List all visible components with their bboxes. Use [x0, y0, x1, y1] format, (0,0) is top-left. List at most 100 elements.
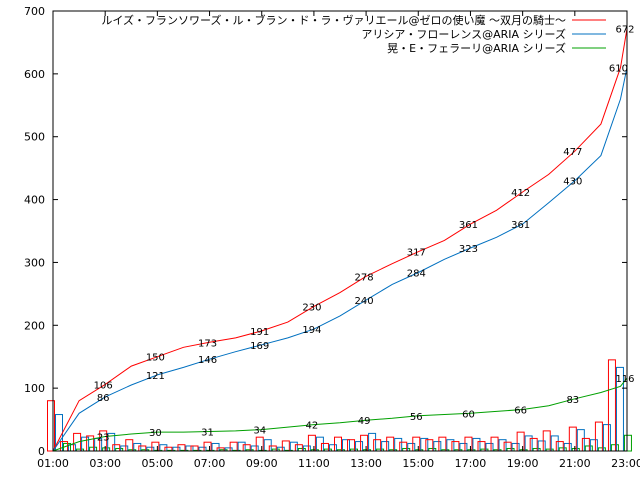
data-label: 60	[462, 409, 475, 420]
data-label: 361	[459, 220, 478, 231]
bar	[555, 441, 564, 452]
legend-label: ルイズ・フランソワーズ・ル・ブラン・ド・ラ・ヴァリエール@ゼロの使い魔 ～双月の…	[101, 13, 566, 27]
x-tick-label: 05:00	[142, 457, 174, 470]
legend-label: 晃・E・フェラーリ@ARIA シリーズ	[387, 41, 566, 55]
data-label: 42	[306, 421, 319, 432]
data-label: 240	[355, 296, 374, 307]
data-label: 121	[146, 371, 165, 382]
data-label: 191	[250, 327, 269, 338]
plot-frame	[52, 10, 628, 452]
y-tick-label: 100	[24, 382, 45, 395]
bar	[394, 437, 403, 452]
data-label: 169	[250, 341, 269, 352]
x-tick-label: 23:00	[611, 457, 640, 470]
bar	[86, 435, 95, 452]
bar	[584, 445, 593, 452]
bar	[472, 437, 481, 452]
data-label: 106	[94, 380, 113, 391]
y-tick-label: 600	[24, 68, 45, 81]
y-tick-label: 700	[24, 5, 45, 18]
data-label: 173	[198, 338, 217, 349]
bar	[263, 439, 272, 452]
data-label: 31	[201, 428, 214, 439]
x-tick-label: 15:00	[402, 457, 434, 470]
bar	[315, 436, 324, 452]
data-label: 150	[146, 353, 165, 364]
bar	[138, 445, 147, 452]
bar	[237, 441, 246, 452]
bar	[89, 446, 98, 452]
y-tick-label: 0	[38, 445, 45, 458]
x-tick-label: 03:00	[89, 457, 121, 470]
data-label: 66	[514, 406, 527, 417]
legend: ルイズ・フランソワーズ・ル・ブラン・ド・ラ・ヴァリエール@ゼロの使い魔 ～双月の…	[101, 13, 606, 55]
data-label: 610	[609, 64, 628, 75]
data-label: 34	[253, 426, 266, 437]
data-label: 317	[407, 248, 426, 259]
y-tick-label: 200	[24, 319, 45, 332]
bar	[503, 441, 512, 452]
data-label: 194	[302, 325, 321, 336]
bar	[589, 439, 598, 452]
bar	[294, 444, 303, 452]
bar	[433, 441, 442, 452]
legend-label: アリシア・フローレンス@ARIA シリーズ	[361, 27, 566, 41]
bar-layer	[47, 359, 632, 452]
bar	[399, 441, 408, 452]
x-tick-label: 19:00	[507, 457, 539, 470]
bar	[68, 444, 77, 452]
line-layer	[52, 28, 628, 452]
bar	[537, 440, 546, 452]
bar	[607, 359, 616, 452]
bar	[47, 400, 55, 452]
data-label: 361	[511, 220, 530, 231]
bar	[368, 432, 377, 452]
bar	[610, 444, 619, 452]
y-tick-label: 500	[24, 131, 45, 144]
x-tick-label: 17:00	[455, 457, 487, 470]
data-label: 56	[410, 412, 423, 423]
bar	[289, 441, 298, 452]
data-label: 230	[302, 302, 321, 313]
x-tick-label: 13:00	[350, 457, 382, 470]
bar	[420, 437, 429, 452]
bar	[281, 440, 290, 452]
bar	[386, 436, 395, 452]
bar	[112, 444, 121, 452]
bar	[490, 436, 499, 452]
bar	[623, 434, 632, 452]
data-label: 146	[198, 355, 217, 366]
bar	[529, 437, 538, 452]
series-line	[52, 377, 628, 452]
data-label: 323	[459, 244, 478, 255]
bar	[602, 424, 611, 452]
bar	[581, 437, 590, 452]
bar	[229, 441, 238, 452]
bar	[211, 442, 220, 452]
bar	[511, 442, 520, 452]
axes: 0 100 200 300 400 500 600 700 01:00 03:00 05:00 07:…	[24, 5, 640, 470]
data-label: 284	[407, 268, 426, 279]
y-tick-label: 400	[24, 194, 45, 207]
bar	[334, 436, 342, 452]
bar	[594, 421, 603, 452]
x-tick-label: 09:00	[246, 457, 278, 470]
data-label: 23	[97, 433, 110, 444]
series-line	[52, 67, 628, 452]
bar	[146, 446, 155, 452]
bar	[485, 442, 494, 452]
data-label: 430	[563, 177, 582, 188]
data-label: 477	[563, 147, 582, 158]
data-label: 86	[97, 393, 110, 404]
bar	[576, 429, 585, 452]
bar	[425, 439, 434, 452]
bar	[328, 444, 337, 452]
data-label: 278	[355, 272, 374, 283]
x-tick-label: 01:00	[37, 457, 69, 470]
data-label: 412	[511, 188, 530, 199]
data-label: 83	[566, 395, 579, 406]
bar	[268, 445, 277, 452]
y-tick-label: 300	[24, 256, 45, 269]
bar	[250, 445, 259, 452]
